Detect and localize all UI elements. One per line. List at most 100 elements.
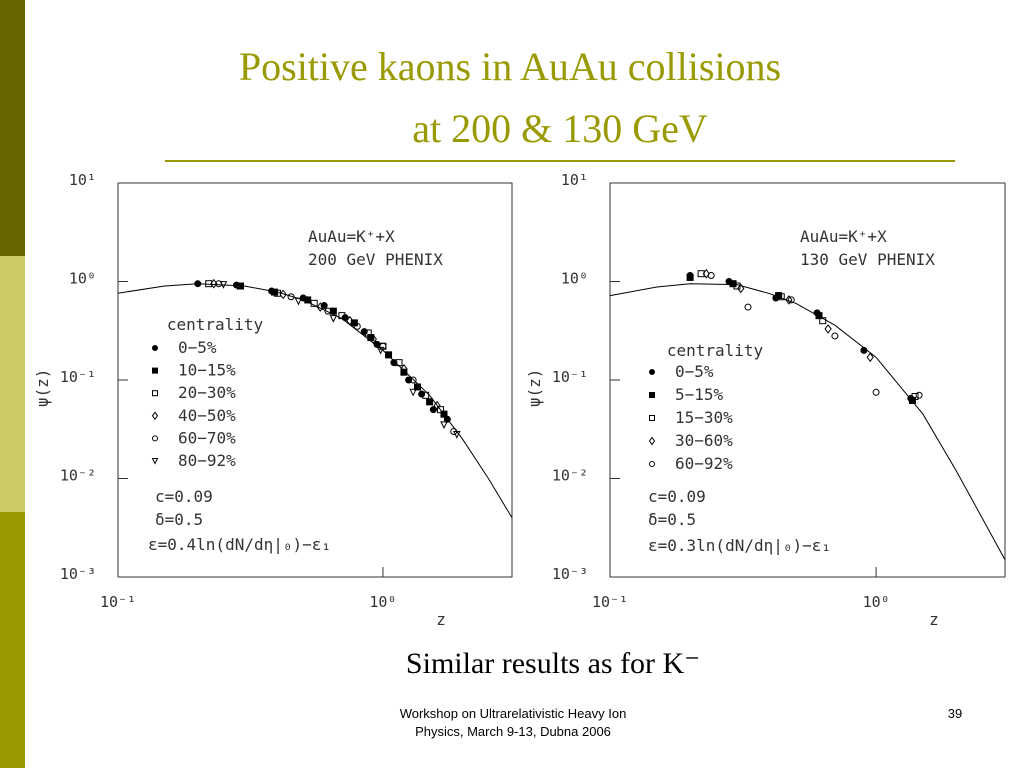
annotation: AuAu=K⁺+X <box>800 227 887 246</box>
marker <box>152 367 158 374</box>
y-axis-label: ψ(z) <box>33 369 52 408</box>
marker <box>373 340 381 348</box>
marker <box>237 282 245 290</box>
marker <box>911 392 919 400</box>
marker <box>338 312 346 320</box>
marker <box>152 345 158 351</box>
marker <box>400 363 408 374</box>
marker <box>729 280 737 288</box>
marker <box>395 359 403 367</box>
y-tick-label: 10⁻¹ <box>552 368 588 386</box>
marker <box>860 346 868 354</box>
marker <box>310 299 318 307</box>
y-tick-label: 10⁰ <box>561 270 588 288</box>
marker <box>219 281 228 289</box>
legend-label: 20−30% <box>178 383 236 402</box>
subtitle: Similar results as for K⁻ <box>406 647 700 680</box>
marker <box>205 280 213 288</box>
marker <box>702 268 710 279</box>
annotation: AuAu=K⁺+X <box>308 227 395 246</box>
marker <box>324 307 332 315</box>
legend-label: 0−5% <box>675 362 714 381</box>
marker <box>360 328 368 336</box>
marker <box>648 436 656 446</box>
marker <box>329 315 338 323</box>
y-tick-label: 10¹ <box>69 171 96 189</box>
y-tick-label: 10⁻³ <box>552 565 588 583</box>
title: Positive kaons in AuAu collisions <box>239 44 781 89</box>
annotation: 200 GeV PHENIX <box>308 250 443 269</box>
x-tick-label: 10⁰ <box>369 593 396 611</box>
marker <box>279 289 287 300</box>
annotation: ε=0.3ln(dN/dη|₀)−ε₁ <box>648 536 831 555</box>
y-tick-label: 10⁻² <box>552 467 588 485</box>
annotation: 130 GeV PHENIX <box>800 250 935 269</box>
y-tick-label: 10⁰ <box>69 270 96 288</box>
y-tick-label: 10⁻³ <box>60 565 96 583</box>
annotation: c=0.09 <box>648 487 706 506</box>
marker <box>329 307 337 315</box>
marker <box>777 293 785 301</box>
marker <box>831 332 839 340</box>
marker <box>151 411 159 421</box>
marker <box>872 388 880 396</box>
marker <box>385 351 393 359</box>
marker <box>353 322 361 330</box>
marker <box>440 421 448 430</box>
legend-label: 30−60% <box>675 431 733 450</box>
marker <box>409 388 417 397</box>
marker <box>915 391 923 399</box>
marker <box>785 295 793 305</box>
legend-label: 10−15% <box>178 361 236 380</box>
marker <box>390 359 398 367</box>
legend-label: 15−30% <box>675 408 733 427</box>
page-number: 39 <box>948 706 962 721</box>
legend-label: 60−92% <box>675 454 733 473</box>
marker <box>737 283 745 294</box>
marker <box>376 346 385 355</box>
stripe <box>0 256 25 512</box>
marker <box>422 391 430 399</box>
marker <box>346 315 354 326</box>
legend-label: 40−50% <box>178 406 236 425</box>
marker <box>649 461 655 467</box>
marker <box>429 406 437 414</box>
marker <box>649 369 655 375</box>
x-tick-label: 10⁰ <box>863 593 890 611</box>
marker <box>152 435 158 442</box>
legend-title: centrality <box>167 315 264 334</box>
fit-curve <box>117 283 513 518</box>
marker <box>413 383 421 391</box>
annotation: δ=0.5 <box>155 510 203 529</box>
footer: Workshop on Ultrarelativistic Heavy Ion <box>400 706 627 721</box>
title: at 200 & 130 GeV <box>412 106 708 151</box>
marker <box>697 270 705 278</box>
marker <box>194 280 202 288</box>
marker <box>369 334 377 344</box>
marker <box>426 398 434 406</box>
stripe <box>0 512 25 768</box>
x-tick-label: 10⁻¹ <box>100 593 136 611</box>
marker <box>304 296 312 304</box>
marker <box>744 303 752 311</box>
stripe <box>0 0 25 256</box>
x-axis-label: z <box>436 610 446 629</box>
marker <box>866 352 874 363</box>
legend-label: 80−92% <box>178 451 236 470</box>
marker <box>819 317 827 325</box>
marker <box>649 415 655 421</box>
marker <box>433 400 441 411</box>
y-tick-label: 10⁻² <box>60 467 96 485</box>
x-axis-label: z <box>929 610 939 629</box>
marker <box>707 272 715 280</box>
annotation: c=0.09 <box>155 487 213 506</box>
y-tick-label: 10⁻¹ <box>60 368 96 386</box>
marker <box>294 297 303 306</box>
marker <box>787 296 795 304</box>
marker <box>151 458 159 465</box>
legend-label: 60−70% <box>178 428 236 447</box>
marker <box>815 312 823 320</box>
marker <box>364 329 372 337</box>
annotation: δ=0.5 <box>648 510 696 529</box>
